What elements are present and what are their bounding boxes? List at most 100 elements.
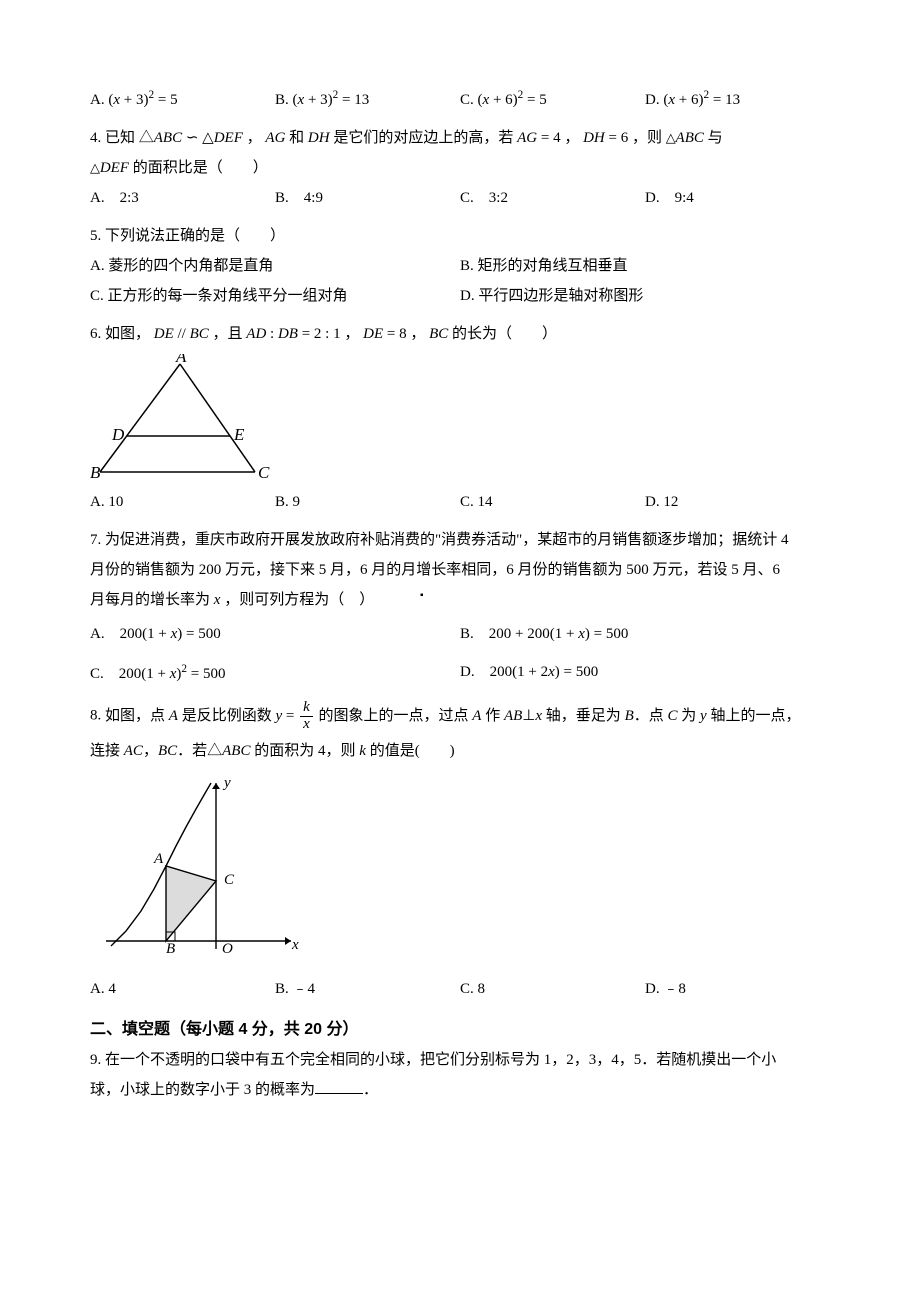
- q4-text: 已知 △ABC ∽ △DEF ， AG 和 DH 是它们的对应边上的高，若 AG…: [105, 130, 723, 146]
- svg-text:B: B: [90, 463, 101, 482]
- q8-options: A. 4 B. ﹣4 C. 8 D. ﹣8: [90, 977, 830, 1001]
- q8-figure: yxOABC: [96, 771, 301, 971]
- q5-opt-c: C. 正方形的每一条对角线平分一组对角: [90, 284, 460, 308]
- svg-text:D: D: [111, 425, 125, 444]
- opt-text: 正方形的每一条对角线平分一组对角: [108, 288, 348, 304]
- q7-t3: 月每月的增长率为 x ，则可列方程为（ ）: [90, 592, 374, 608]
- opt-expr: (x + 3)2 = 5: [108, 92, 177, 108]
- opt-label: A.: [90, 626, 105, 642]
- svg-text:A: A: [175, 354, 187, 366]
- q7-row1: A. 200(1 + x) = 500 B. 200 + 200(1 + x) …: [90, 622, 830, 646]
- q6-figure: A B C D E: [90, 354, 270, 484]
- q4-text2: △DEF 的面积比是（ ）: [90, 160, 268, 176]
- q5-opt-b: B. 矩形的对角线互相垂直: [460, 254, 830, 278]
- q7-opt-b: B. 200 + 200(1 + x) = 500: [460, 622, 830, 646]
- opt-label: B.: [275, 494, 289, 510]
- frac-den: x: [300, 717, 313, 733]
- q7-t1: 为促进消费，重庆市政府开展发放政府补贴消费的"消费券活动"，某超市的月销售额逐步…: [105, 532, 789, 548]
- opt-label: B.: [275, 190, 289, 206]
- svg-text:x: x: [291, 937, 299, 953]
- opt-label: D.: [460, 288, 475, 304]
- opt-label: C.: [460, 981, 474, 997]
- opt-text: 平行四边形是轴对称图形: [478, 288, 643, 304]
- q7-line2: 月份的销售额为 200 万元，接下来 5 月，6 月的月增长率相同，6 月份的销…: [90, 558, 830, 582]
- opt-val: 9:4: [675, 190, 694, 206]
- opt-val: 2:3: [120, 190, 139, 206]
- q6-text: 如图， DE // BC ，且 AD : DB = 2 : 1 ， DE = 8…: [105, 326, 557, 342]
- svg-text:C: C: [224, 872, 235, 888]
- q3-opt-a: A. (x + 3)2 = 5: [90, 86, 275, 112]
- opt-val: 3:2: [489, 190, 508, 206]
- section2-title: 二、填空题（每小题 4 分，共 20 分）: [90, 1017, 830, 1043]
- q4-stem-2: △DEF 的面积比是（ ）: [90, 156, 830, 180]
- svg-text:A: A: [153, 851, 164, 867]
- q9-t3: ．: [363, 1082, 378, 1098]
- q5-num: 5.: [90, 228, 101, 244]
- opt-label: D.: [645, 190, 660, 206]
- opt-label: C.: [90, 666, 104, 682]
- opt-val: 10: [108, 494, 123, 510]
- opt-label: B.: [275, 92, 289, 108]
- opt-text: 菱形的四个内角都是直角: [108, 258, 273, 274]
- opt-text: 矩形的对角线互相垂直: [478, 258, 628, 274]
- q8-num: 8.: [90, 708, 101, 724]
- q6-options: A. 10 B. 9 C. 14 D. 12: [90, 490, 830, 514]
- fill-blank: [315, 1078, 363, 1094]
- q3-options: A. (x + 3)2 = 5 B. (x + 3)2 = 13 C. (x +…: [90, 86, 830, 112]
- opt-expr: 200 + 200(1 + x) = 500: [489, 626, 629, 642]
- q9-num: 9.: [90, 1052, 101, 1068]
- q4-opt-c: C. 3:2: [460, 186, 645, 210]
- svg-text:E: E: [233, 425, 245, 444]
- opt-expr: (x + 6)2 = 5: [478, 92, 547, 108]
- opt-label: D.: [645, 92, 660, 108]
- q8-opt-c: C. 8: [460, 977, 645, 1001]
- opt-label: B.: [275, 981, 289, 997]
- opt-val: 4:9: [304, 190, 323, 206]
- opt-val: ﹣8: [663, 981, 686, 997]
- svg-text:O: O: [222, 941, 233, 957]
- q6-opt-d: D. 12: [645, 490, 830, 514]
- opt-val: ﹣4: [293, 981, 316, 997]
- q4-opt-d: D. 9:4: [645, 186, 830, 210]
- q7-num: 7.: [90, 532, 101, 548]
- q9-t1: 在一个不透明的口袋中有五个完全相同的小球，把它们分别标号为 1，2，3，4，5．…: [105, 1052, 776, 1068]
- opt-label: A.: [90, 258, 105, 274]
- q9-line2: 球，小球上的数字小于 3 的概率为．: [90, 1078, 830, 1102]
- opt-label: D.: [460, 664, 475, 680]
- q8-opt-b: B. ﹣4: [275, 977, 460, 1001]
- svg-text:C: C: [258, 463, 270, 482]
- q4-num: 4.: [90, 130, 101, 146]
- opt-label: A.: [90, 92, 105, 108]
- q5-text: 下列说法正确的是（ ）: [105, 228, 285, 244]
- q3-opt-d: D. (x + 6)2 = 13: [645, 86, 830, 112]
- q5-stem: 5. 下列说法正确的是（ ）: [90, 224, 830, 248]
- opt-val: 8: [478, 981, 486, 997]
- q5-row2: C. 正方形的每一条对角线平分一组对角 D. 平行四边形是轴对称图形: [90, 284, 830, 308]
- q5-opt-d: D. 平行四边形是轴对称图形: [460, 284, 830, 308]
- opt-label: C.: [90, 288, 104, 304]
- q5-opt-a: A. 菱形的四个内角都是直角: [90, 254, 460, 278]
- opt-label: A.: [90, 494, 105, 510]
- opt-expr: 200(1 + x)2 = 500: [119, 666, 226, 682]
- q4-opt-b: B. 4:9: [275, 186, 460, 210]
- q8-stem2: 连接 AC，BC．若△ABC 的面积为 4，则 k 的值是( ): [90, 739, 830, 763]
- q6-opt-b: B. 9: [275, 490, 460, 514]
- q7-opt-c: C. 200(1 + x)2 = 500: [90, 660, 460, 686]
- q6-opt-a: A. 10: [90, 490, 275, 514]
- q4-options: A. 2:3 B. 4:9 C. 3:2 D. 9:4: [90, 186, 830, 210]
- q8-opt-d: D. ﹣8: [645, 977, 830, 1001]
- opt-expr: 200(1 + x) = 500: [120, 626, 221, 642]
- opt-label: D.: [645, 981, 660, 997]
- opt-val: 4: [108, 981, 116, 997]
- q7-line1: 7. 为促进消费，重庆市政府开展发放政府补贴消费的"消费券活动"，某超市的月销售…: [90, 528, 830, 552]
- svg-text:B: B: [166, 941, 175, 957]
- opt-val: 12: [663, 494, 678, 510]
- q7-row2: C. 200(1 + x)2 = 500 D. 200(1 + 2x) = 50…: [90, 660, 830, 686]
- q7-opt-d: D. 200(1 + 2x) = 500: [460, 660, 830, 686]
- q8-t2: 连接 AC，BC．若△ABC 的面积为 4，则 k 的值是( ): [90, 743, 455, 759]
- opt-label: B.: [460, 258, 474, 274]
- opt-expr: (x + 6)2 = 13: [663, 92, 740, 108]
- q7-opt-a: A. 200(1 + x) = 500: [90, 622, 460, 646]
- q4-stem: 4. 已知 △ABC ∽ △DEF ， AG 和 DH 是它们的对应边上的高，若…: [90, 126, 830, 150]
- q8-stem: 8. 如图，点 A 是反比例函数 y = kx 的图象上的一点，过点 A 作 A…: [90, 700, 830, 733]
